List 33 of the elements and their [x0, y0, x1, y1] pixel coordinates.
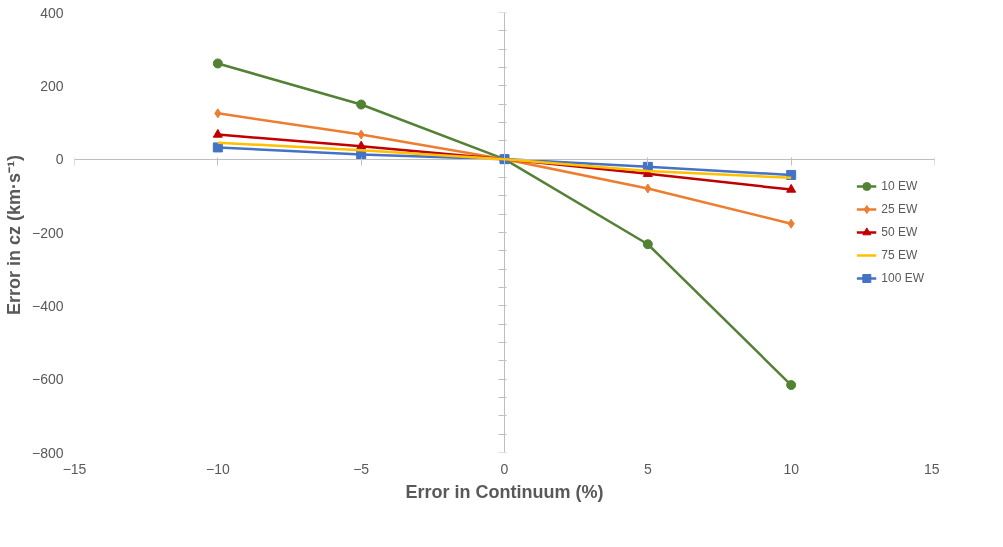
- x-tick-label: −5: [353, 460, 370, 477]
- point: [212, 142, 223, 153]
- x-tick-label: 10: [783, 460, 800, 477]
- point: [357, 129, 365, 140]
- point: [642, 239, 653, 250]
- point: [356, 140, 367, 150]
- point: [644, 183, 652, 194]
- y-axis-title: Error in cz (km·s⁻¹): [3, 154, 24, 316]
- point: [212, 128, 223, 138]
- legend-label: 75 EW: [881, 248, 918, 262]
- legend-label: 25 EW: [881, 202, 918, 216]
- x-axis-title: Error in Continuum (%): [405, 481, 604, 502]
- y-tick-label: 200: [40, 77, 64, 94]
- legend-label: 50 EW: [881, 225, 918, 239]
- legend-label: 100 EW: [881, 271, 924, 285]
- y-tick-label: 400: [40, 4, 64, 21]
- point: [214, 108, 222, 119]
- point: [786, 183, 797, 193]
- point: [356, 99, 367, 110]
- y-tick-label: −800: [31, 444, 64, 461]
- x-tick-label: −10: [205, 460, 230, 477]
- x-tick-label: 15: [923, 460, 940, 477]
- y-tick-label: −200: [31, 224, 64, 241]
- x-tick-label: 0: [500, 460, 509, 477]
- point: [212, 58, 223, 69]
- x-tick-label: 5: [643, 460, 652, 477]
- point: [787, 218, 795, 229]
- point: [786, 380, 797, 391]
- y-tick-label: −600: [31, 371, 64, 388]
- legend-label: 10 EW: [881, 179, 918, 193]
- y-tick-label: −400: [31, 297, 64, 314]
- y-tick-label: 0: [55, 151, 64, 168]
- x-tick-label: −15: [62, 460, 87, 477]
